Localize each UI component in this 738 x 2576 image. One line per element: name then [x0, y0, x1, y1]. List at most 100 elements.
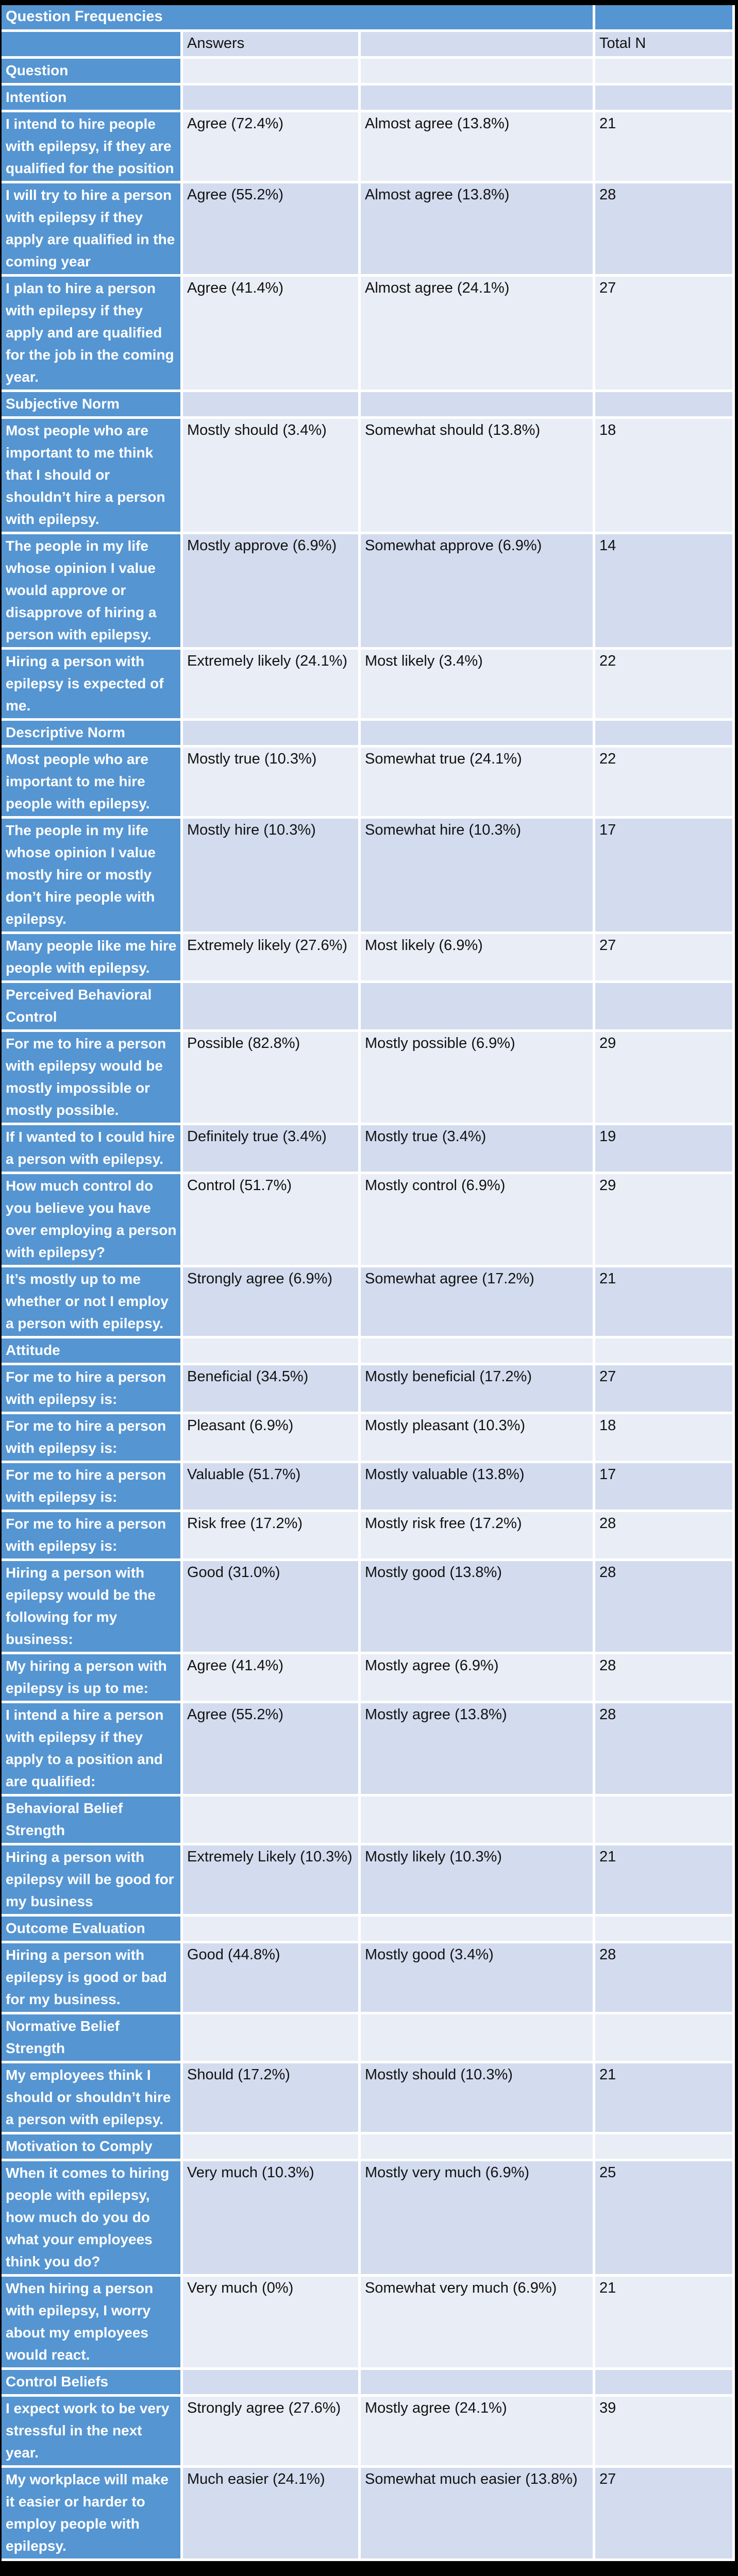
answer-1-cell: [183, 1338, 361, 1365]
answer-2-cell: Most likely (6.9%): [361, 934, 596, 983]
answer-2-cell: Mostly should (10.3%): [361, 2063, 596, 2134]
answer-1-cell: Valuable (51.7%): [183, 1463, 361, 1512]
answer-2-cell: Mostly valuable (13.8%): [361, 1463, 596, 1512]
section-label-cell: Intention: [2, 86, 183, 112]
question-text-cell: I will try to hire a person with epileps…: [2, 183, 183, 277]
table-title: Question Frequencies: [2, 5, 596, 32]
section-label-cell: Normative Belief Strength: [2, 2014, 183, 2063]
table-body: Question Intention I intend to hire people…: [2, 59, 735, 2561]
question-text-cell: For me to hire a person with epilepsy is…: [2, 1463, 183, 1512]
section-label-cell: Outcome Evaluation: [2, 1917, 183, 1943]
answer-2-cell: Mostly agree (24.1%): [361, 2397, 596, 2468]
answer-2-cell: Mostly control (6.9%): [361, 1174, 596, 1267]
question-row: When it comes to hiring people with epil…: [2, 2161, 735, 2277]
question-text-cell: My hiring a person with epilepsy is up t…: [2, 1654, 183, 1703]
answer-2-cell: [361, 59, 596, 86]
total-n-cell: [595, 721, 735, 748]
answer-1-cell: [183, 59, 361, 86]
answer-2-cell: [361, 86, 596, 112]
answer-1-cell: Very much (0%): [183, 2277, 361, 2370]
answer-2-cell: [361, 983, 596, 1032]
answer-1-cell: Agree (72.4%): [183, 112, 361, 183]
total-n-cell: 28: [595, 1703, 735, 1797]
table-header-row: Answers Total N: [2, 32, 735, 59]
question-frequencies-table: Question Frequencies Answers Total N Que…: [2, 5, 735, 2561]
answer-2-cell: [361, 721, 596, 748]
answer-1-cell: Good (31.0%): [183, 1561, 361, 1654]
section-row: Normative Belief Strength: [2, 2014, 735, 2063]
question-row: Many people like me hire people with epi…: [2, 934, 735, 983]
answer-1-cell: Definitely true (3.4%): [183, 1125, 361, 1174]
section-label-cell: Perceived Behavioral Control: [2, 983, 183, 1032]
answer-1-cell: Agree (41.4%): [183, 277, 361, 392]
section-label-cell: Motivation to Comply: [2, 2134, 183, 2161]
question-text-cell: Most people who are important to me hire…: [2, 748, 183, 819]
answer-1-cell: Extremely Likely (10.3%): [183, 1845, 361, 1917]
section-row: Behavioral Belief Strength: [2, 1797, 735, 1845]
answer-1-cell: Agree (55.2%): [183, 183, 361, 277]
question-row: Hiring a person with epilepsy is good or…: [2, 1943, 735, 2014]
total-n-cell: 39: [595, 2397, 735, 2468]
question-row: It’s mostly up to me whether or not I em…: [2, 1267, 735, 1338]
question-text-cell: For me to hire a person with epilepsy wo…: [2, 1032, 183, 1125]
section-label-cell: Subjective Norm: [2, 392, 183, 419]
question-row: I intend to hire people with epilepsy, i…: [2, 112, 735, 183]
answer-1-cell: Risk free (17.2%): [183, 1512, 361, 1561]
question-row: I expect work to be very stressful in th…: [2, 2397, 735, 2468]
total-n-cell: [595, 2134, 735, 2161]
header-answers-cell: Answers: [183, 32, 361, 59]
answer-2-cell: Mostly true (3.4%): [361, 1125, 596, 1174]
question-row: I plan to hire a person with epilepsy if…: [2, 277, 735, 392]
table-title-spacer-cell: [595, 5, 735, 32]
answer-2-cell: Mostly good (13.8%): [361, 1561, 596, 1654]
total-n-cell: 17: [595, 819, 735, 934]
total-n-cell: 27: [595, 934, 735, 983]
question-text-cell: Many people like me hire people with epi…: [2, 934, 183, 983]
answer-2-cell: [361, 2370, 596, 2397]
question-text-cell: My employees think I should or shouldn’t…: [2, 2063, 183, 2134]
question-text-cell: I expect work to be very stressful in th…: [2, 2397, 183, 2468]
answer-1-cell: [183, 1917, 361, 1943]
answer-1-cell: Mostly should (3.4%): [183, 419, 361, 534]
answer-2-cell: [361, 2134, 596, 2161]
question-row: I will try to hire a person with epileps…: [2, 183, 735, 277]
question-row: Most people who are important to me hire…: [2, 748, 735, 819]
total-n-cell: [595, 983, 735, 1032]
total-n-cell: 28: [595, 1943, 735, 2014]
total-n-cell: 17: [595, 1463, 735, 1512]
answer-1-cell: Pleasant (6.9%): [183, 1414, 361, 1463]
total-n-cell: [595, 392, 735, 419]
question-text-cell: How much control do you believe you have…: [2, 1174, 183, 1267]
answer-1-cell: Beneficial (34.5%): [183, 1365, 361, 1414]
answer-1-cell: Very much (10.3%): [183, 2161, 361, 2277]
answer-2-cell: [361, 2014, 596, 2063]
section-row: Intention: [2, 86, 735, 112]
answer-1-cell: [183, 2370, 361, 2397]
total-n-cell: 27: [595, 277, 735, 392]
answer-2-cell: Mostly very much (6.9%): [361, 2161, 596, 2277]
section-label-cell: Descriptive Norm: [2, 721, 183, 748]
answer-2-cell: Mostly risk free (17.2%): [361, 1512, 596, 1561]
section-row: Motivation to Comply: [2, 2134, 735, 2161]
answer-2-cell: Mostly likely (10.3%): [361, 1845, 596, 1917]
question-row: How much control do you believe you have…: [2, 1174, 735, 1267]
answer-1-cell: [183, 2014, 361, 2063]
question-row: If I wanted to I could hire a person wit…: [2, 1125, 735, 1174]
header-answers2-cell: [361, 32, 596, 59]
question-row: For me to hire a person with epilepsy is…: [2, 1512, 735, 1561]
answer-1-cell: Much easier (24.1%): [183, 2468, 361, 2561]
question-text-cell: I intend to hire people with epilepsy, i…: [2, 112, 183, 183]
answer-2-cell: Almost agree (13.8%): [361, 183, 596, 277]
section-row: Question: [2, 59, 735, 86]
question-row: For me to hire a person with epilepsy is…: [2, 1414, 735, 1463]
question-row: Hiring a person with epilepsy is expecte…: [2, 650, 735, 721]
answer-2-cell: Almost agree (24.1%): [361, 277, 596, 392]
question-row: My hiring a person with epilepsy is up t…: [2, 1654, 735, 1703]
section-row: Descriptive Norm: [2, 721, 735, 748]
answer-1-cell: [183, 983, 361, 1032]
total-n-cell: 27: [595, 1365, 735, 1414]
question-text-cell: I plan to hire a person with epilepsy if…: [2, 277, 183, 392]
answer-2-cell: Mostly agree (6.9%): [361, 1654, 596, 1703]
question-text-cell: The people in my life whose opinion I va…: [2, 819, 183, 934]
